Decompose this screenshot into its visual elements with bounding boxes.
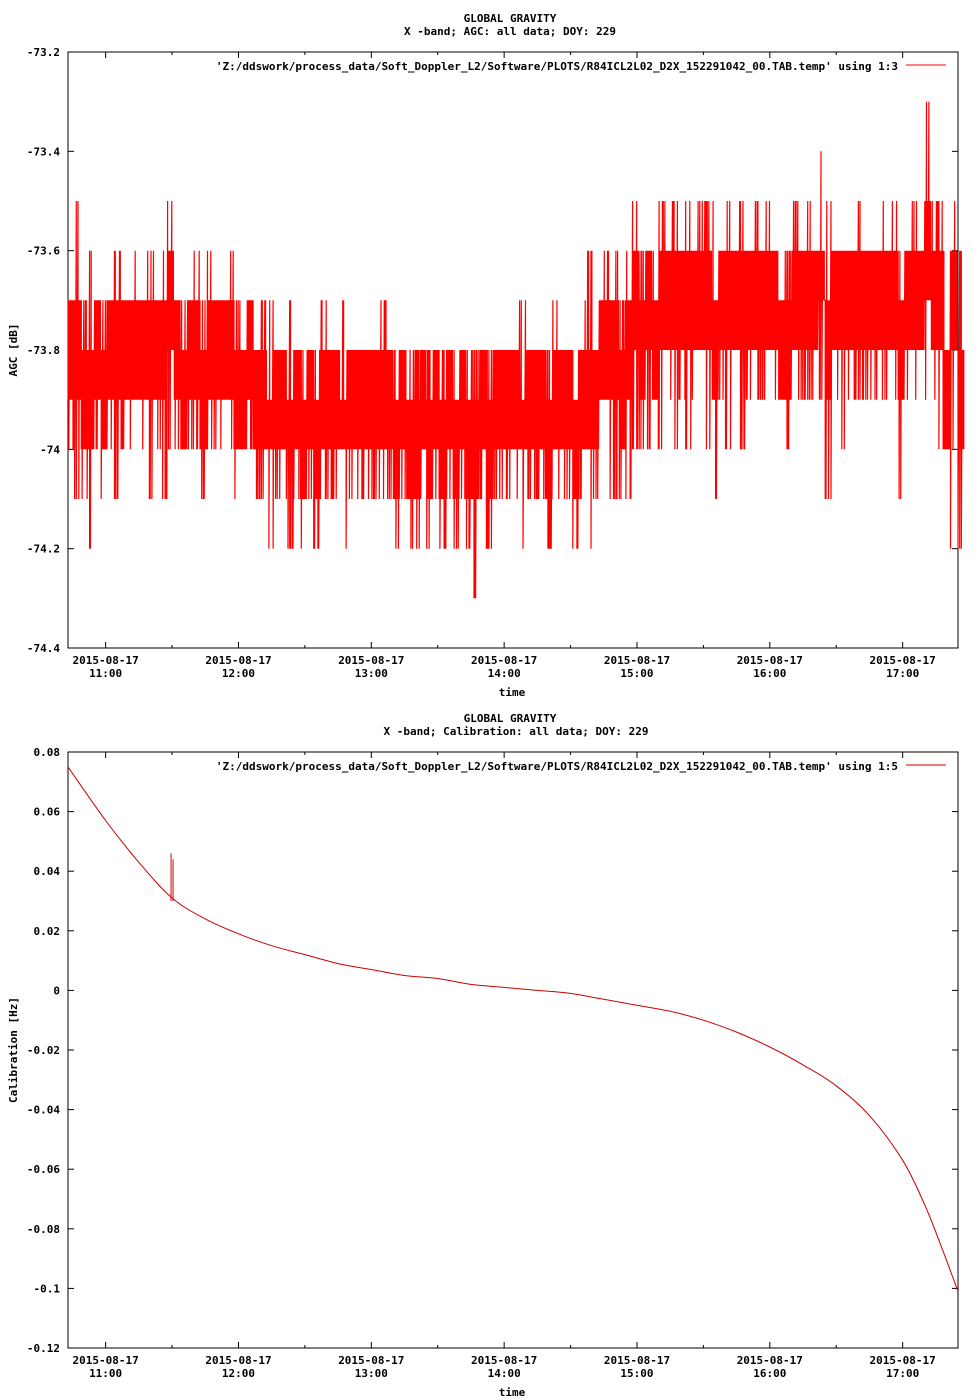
x-tick-label-date: 2015-08-17 (205, 654, 271, 667)
x-tick-label-date: 2015-08-17 (604, 1354, 670, 1367)
y-tick-label: -74.2 (27, 543, 60, 556)
x-tick-label-time: 17:00 (886, 1367, 919, 1380)
y-tick-label: -0.08 (27, 1223, 60, 1236)
calibration-legend-label: 'Z:/ddswork/process_data/Soft_Doppler_L2… (216, 760, 898, 773)
x-tick-label-date: 2015-08-17 (870, 654, 936, 667)
calibration-chart: GLOBAL GRAVITY X -band; Calibration: all… (7, 712, 959, 1399)
y-tick-label: -0.1 (34, 1282, 61, 1295)
agc-y-axis-label: AGC [dB] (7, 324, 20, 377)
calibration-x-axis: 2015-08-1711:002015-08-1712:002015-08-17… (73, 752, 936, 1380)
x-tick-label-time: 15:00 (620, 667, 653, 680)
y-tick-label: 0.08 (34, 746, 61, 759)
y-tick-label: -0.02 (27, 1044, 60, 1057)
x-tick-label-time: 12:00 (222, 1367, 255, 1380)
y-tick-label: -0.06 (27, 1163, 60, 1176)
agc-legend-label: 'Z:/ddswork/process_data/Soft_Doppler_L2… (216, 60, 898, 73)
x-tick-label-date: 2015-08-17 (205, 1354, 271, 1367)
agc-chart: GLOBAL GRAVITY X -band; AGC: all data; D… (7, 12, 965, 699)
calibration-x-axis-label: time (499, 1386, 526, 1399)
x-tick-label-time: 15:00 (620, 1367, 653, 1380)
calibration-plot-frame (67, 751, 959, 1349)
agc-series-line (67, 101, 965, 599)
y-tick-label: -73.2 (27, 46, 60, 59)
x-tick-label-date: 2015-08-17 (737, 1354, 803, 1367)
x-tick-label-time: 11:00 (89, 1367, 122, 1380)
y-tick-label: 0.02 (34, 925, 61, 938)
calibration-chart-title: GLOBAL GRAVITY (464, 712, 557, 725)
y-tick-label: 0.06 (34, 806, 61, 819)
y-tick-label: -73.6 (27, 245, 60, 258)
agc-series (67, 101, 965, 599)
x-tick-label-date: 2015-08-17 (338, 1354, 404, 1367)
x-tick-label-date: 2015-08-17 (73, 1354, 139, 1367)
x-tick-label-date: 2015-08-17 (471, 654, 537, 667)
x-tick-label-time: 13:00 (355, 667, 388, 680)
calibration-y-axis: 0.08 0.06 0.04 0.02 0 -0.02 -0.04 -0.06 -0.08 -0.… (27, 746, 958, 1355)
x-tick-label-date: 2015-08-17 (338, 654, 404, 667)
x-tick-label-date: 2015-08-17 (870, 1354, 936, 1367)
y-tick-label: -74.4 (27, 642, 60, 655)
agc-chart-subtitle: X -band; AGC: all data; DOY: 229 (404, 25, 616, 38)
x-tick-label-time: 17:00 (886, 667, 919, 680)
x-tick-label-date: 2015-08-17 (604, 654, 670, 667)
x-tick-label-time: 16:00 (753, 1367, 786, 1380)
x-tick-label-time: 12:00 (222, 667, 255, 680)
agc-chart-title: GLOBAL GRAVITY (464, 12, 557, 25)
y-tick-label: -0.12 (27, 1342, 60, 1355)
x-tick-label-time: 14:00 (488, 1367, 521, 1380)
agc-x-axis-label: time (499, 686, 526, 699)
y-tick-label: -73.4 (27, 145, 60, 158)
x-tick-label-date: 2015-08-17 (737, 654, 803, 667)
x-tick-label-date: 2015-08-17 (73, 654, 139, 667)
calibration-series-line (67, 766, 959, 1292)
y-tick-label: -73.8 (27, 344, 60, 357)
x-tick-label-time: 16:00 (753, 667, 786, 680)
y-tick-label: 0.04 (34, 865, 61, 878)
y-tick-label: -74 (40, 443, 60, 456)
calibration-series (67, 766, 959, 1292)
y-tick-label: -0.04 (27, 1104, 60, 1117)
agc-x-axis: 2015-08-1711:002015-08-1712:002015-08-17… (73, 52, 936, 680)
y-tick-label: 0 (53, 984, 60, 997)
x-tick-label-time: 11:00 (89, 667, 122, 680)
x-tick-label-time: 13:00 (355, 1367, 388, 1380)
x-tick-label-date: 2015-08-17 (471, 1354, 537, 1367)
calibration-chart-subtitle: X -band; Calibration: all data; DOY: 229 (384, 725, 649, 738)
calibration-y-axis-label: Calibration [Hz] (7, 997, 20, 1103)
x-tick-label-time: 14:00 (488, 667, 521, 680)
